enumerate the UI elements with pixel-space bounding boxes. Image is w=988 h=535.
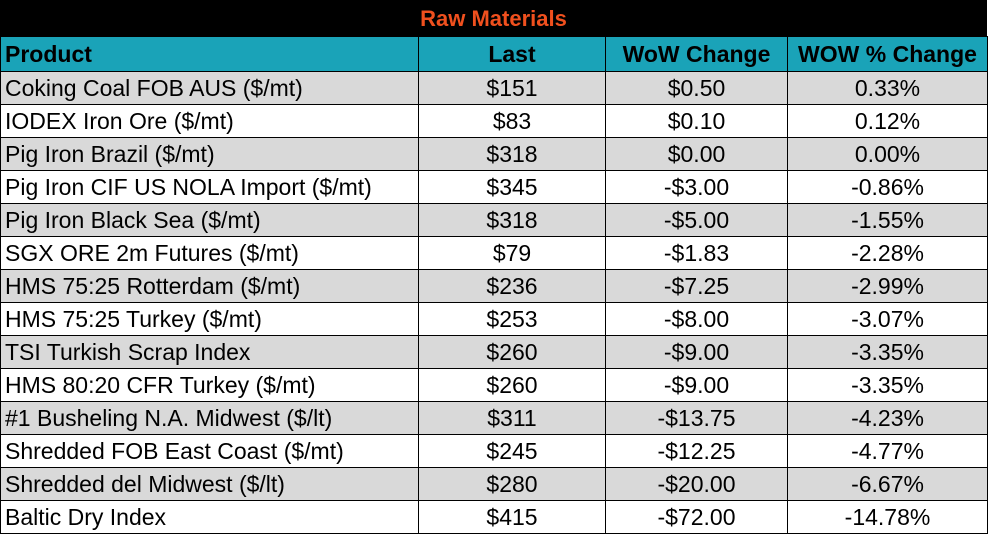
table-row: Pig Iron Black Sea ($/mt) $318 -$5.00 -1.55…: [0, 203, 988, 237]
cell-wow-change: $0.00: [605, 137, 788, 171]
cell-product: Coking Coal FOB AUS ($/mt): [0, 71, 419, 105]
table-title: Raw Materials: [0, 0, 987, 36]
cell-wow-pct-change: 0.33%: [787, 71, 988, 105]
cell-wow-change: -$72.00: [605, 500, 788, 534]
cell-wow-change: -$13.75: [605, 401, 788, 435]
cell-last: $79: [418, 236, 606, 270]
header-wow-change: WoW Change: [605, 36, 788, 72]
cell-last: $245: [418, 434, 606, 468]
cell-product: Shredded FOB East Coast ($/mt): [0, 434, 419, 468]
table-row: SGX ORE 2m Futures ($/mt) $79 -$1.83 -2.28%: [0, 236, 988, 270]
cell-wow-pct-change: -0.86%: [787, 170, 988, 204]
table-row: Pig Iron Brazil ($/mt) $318 $0.00 0.00%: [0, 137, 988, 171]
cell-last: $236: [418, 269, 606, 303]
cell-last: $345: [418, 170, 606, 204]
cell-last: $253: [418, 302, 606, 336]
cell-last: $260: [418, 335, 606, 369]
cell-wow-pct-change: -4.77%: [787, 434, 988, 468]
cell-product: HMS 75:25 Rotterdam ($/mt): [0, 269, 419, 303]
cell-wow-pct-change: -3.35%: [787, 368, 988, 402]
table-row: Coking Coal FOB AUS ($/mt) $151 $0.50 0.33%: [0, 71, 988, 105]
cell-product: IODEX Iron Ore ($/mt): [0, 104, 419, 138]
cell-wow-change: -$8.00: [605, 302, 788, 336]
cell-wow-change: -$12.25: [605, 434, 788, 468]
table-row: Shredded FOB East Coast ($/mt) $245 -$12.2…: [0, 434, 988, 468]
cell-wow-change: -$9.00: [605, 368, 788, 402]
cell-last: $151: [418, 71, 606, 105]
cell-wow-change: -$5.00: [605, 203, 788, 237]
cell-wow-change: -$3.00: [605, 170, 788, 204]
cell-last: $318: [418, 137, 606, 171]
table-row: Baltic Dry Index $415 -$72.00 -14.78%: [0, 500, 988, 534]
cell-product: Baltic Dry Index: [0, 500, 419, 534]
cell-wow-pct-change: -3.35%: [787, 335, 988, 369]
cell-wow-pct-change: -3.07%: [787, 302, 988, 336]
header-product: Product: [0, 36, 419, 72]
table-row: HMS 75:25 Turkey ($/mt) $253 -$8.00 -3.07%: [0, 302, 988, 336]
cell-product: TSI Turkish Scrap Index: [0, 335, 419, 369]
cell-wow-pct-change: -1.55%: [787, 203, 988, 237]
table-row: Shredded del Midwest ($/lt) $280 -$20.00 -6…: [0, 467, 988, 501]
cell-wow-pct-change: 0.12%: [787, 104, 988, 138]
raw-materials-table: Product Last WoW Change WOW % Change Cok…: [0, 36, 988, 534]
cell-wow-pct-change: -2.99%: [787, 269, 988, 303]
cell-product: #1 Busheling N.A. Midwest ($/lt): [0, 401, 419, 435]
cell-wow-change: -$20.00: [605, 467, 788, 501]
cell-product: Pig Iron Black Sea ($/mt): [0, 203, 419, 237]
header-wow-pct-change: WOW % Change: [787, 36, 988, 72]
cell-last: $311: [418, 401, 606, 435]
cell-product: SGX ORE 2m Futures ($/mt): [0, 236, 419, 270]
cell-wow-pct-change: -14.78%: [787, 500, 988, 534]
header-row: Product Last WoW Change WOW % Change: [0, 36, 988, 72]
cell-last: $318: [418, 203, 606, 237]
table-row: #1 Busheling N.A. Midwest ($/lt) $311 -$13…: [0, 401, 988, 435]
cell-product: Pig Iron CIF US NOLA Import ($/mt): [0, 170, 419, 204]
cell-product: HMS 80:20 CFR Turkey ($/mt): [0, 368, 419, 402]
table-row: IODEX Iron Ore ($/mt) $83 $0.10 0.12%: [0, 104, 988, 138]
cell-wow-pct-change: -6.67%: [787, 467, 988, 501]
table-row: Pig Iron CIF US NOLA Import ($/mt) $345 -$…: [0, 170, 988, 204]
cell-wow-change: $0.10: [605, 104, 788, 138]
cell-last: $260: [418, 368, 606, 402]
cell-wow-change: $0.50: [605, 71, 788, 105]
cell-wow-change: -$9.00: [605, 335, 788, 369]
cell-product: Shredded del Midwest ($/lt): [0, 467, 419, 501]
table-row: HMS 80:20 CFR Turkey ($/mt) $260 -$9.00 -3.…: [0, 368, 988, 402]
table-row: TSI Turkish Scrap Index $260 -$9.00 -3.35%: [0, 335, 988, 369]
cell-wow-pct-change: -4.23%: [787, 401, 988, 435]
cell-wow-change: -$1.83: [605, 236, 788, 270]
cell-wow-change: -$7.25: [605, 269, 788, 303]
cell-product: HMS 75:25 Turkey ($/mt): [0, 302, 419, 336]
table-row: HMS 75:25 Rotterdam ($/mt) $236 -$7.25 -2.9…: [0, 269, 988, 303]
header-last: Last: [418, 36, 606, 72]
cell-last: $415: [418, 500, 606, 534]
cell-wow-pct-change: -2.28%: [787, 236, 988, 270]
cell-wow-pct-change: 0.00%: [787, 137, 988, 171]
cell-last: $83: [418, 104, 606, 138]
cell-product: Pig Iron Brazil ($/mt): [0, 137, 419, 171]
cell-last: $280: [418, 467, 606, 501]
